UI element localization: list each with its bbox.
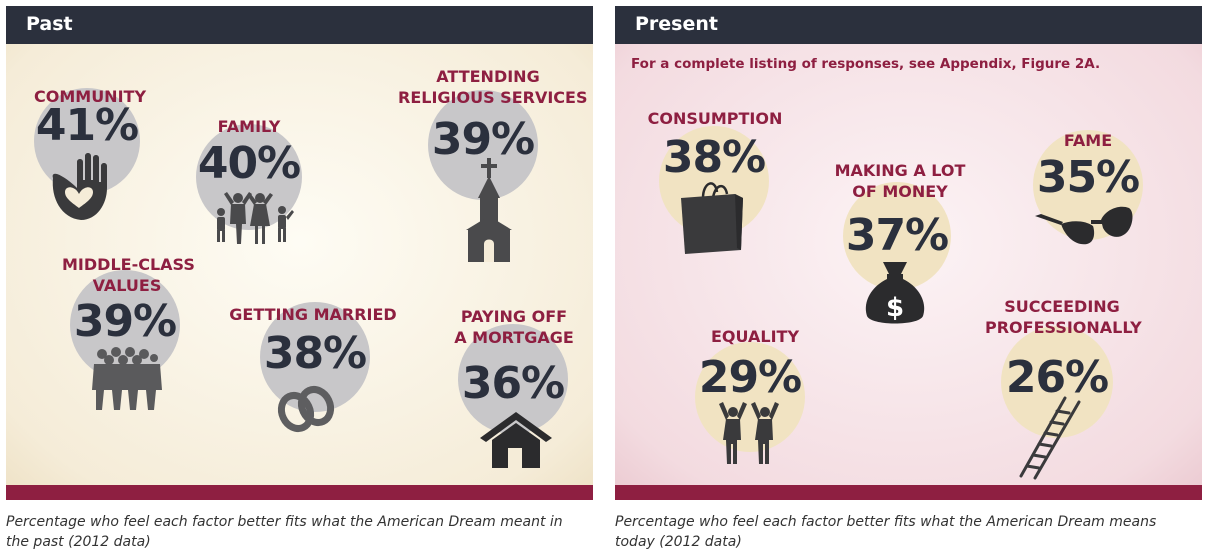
factor-value: 41% — [35, 100, 139, 151]
factor-making-money: MAKING A LOT OF MONEY 37% $ — [833, 160, 973, 330]
factor-label: FAMILY — [217, 117, 281, 136]
past-title: Past — [26, 13, 73, 35]
value-circle — [1001, 326, 1113, 438]
present-caption: Percentage who feel each factor better f… — [615, 514, 1157, 550]
cheering-people-icon — [717, 400, 783, 470]
shopping-bag-icon — [681, 178, 747, 258]
factor-succeeding-professionally: SUCCEEDING PROFESSIONALLY 26% — [985, 296, 1145, 486]
svg-text:$: $ — [886, 293, 904, 323]
appendix-note: For a complete listing of responses, see… — [631, 56, 1101, 72]
factor-value: 29% — [698, 352, 802, 403]
factor-community: COMMUNITY 41% — [34, 86, 194, 236]
present-panel: Present For a complete listing of respon… — [615, 6, 1202, 500]
factor-value: 37% — [845, 210, 949, 261]
factor-label: MAKING A LOT OF MONEY — [834, 161, 966, 201]
ladder-icon — [1019, 396, 1083, 484]
factor-label: COMMUNITY — [34, 87, 147, 106]
factor-value: 38% — [263, 328, 367, 379]
factor-value: 39% — [431, 114, 535, 165]
past-chart-area: COMMUNITY 41% FAMILY 40% — [6, 44, 593, 485]
factor-label: SUCCEEDING PROFESSIONALLY — [985, 297, 1142, 337]
factor-family: FAMILY 40% — [196, 114, 316, 254]
factor-label: PAYING OFF A MORTGAGE — [454, 307, 574, 347]
factor-getting-married: GETTING MARRIED 38% — [228, 302, 398, 442]
past-header: Past — [6, 6, 593, 44]
present-chart-area: For a complete listing of responses, see… — [615, 44, 1202, 485]
factor-label: EQUALITY — [710, 327, 800, 346]
factor-value: 40% — [197, 138, 301, 189]
crowd-icon — [92, 346, 162, 414]
past-caption: Percentage who feel each factor better f… — [6, 514, 563, 550]
present-footer-bar — [615, 485, 1202, 500]
factor-middle-class-values: MIDDLE-CLASS VALUES 39% — [62, 254, 212, 454]
factor-consumption: CONSUMPTION 38% — [643, 108, 793, 258]
value-circle — [428, 90, 538, 200]
factor-religious-services: ATTENDING RELIGIOUS SERVICES 39% — [398, 66, 588, 266]
factor-value: 26% — [1005, 352, 1109, 403]
present-header: Present — [615, 6, 1202, 44]
factor-label: FAME — [1063, 131, 1113, 150]
factor-value: 36% — [461, 358, 565, 409]
money-bag-icon: $ — [863, 260, 927, 332]
family-icon — [212, 190, 298, 250]
past-panel: Past COMMUNITY 41% FAMILY 40% — [6, 6, 593, 500]
house-icon — [480, 412, 552, 472]
factor-label: MIDDLE-CLASS VALUES — [62, 255, 195, 295]
factor-value: 39% — [73, 296, 177, 347]
factor-label: CONSUMPTION — [647, 109, 783, 128]
factor-paying-off-mortgage: PAYING OFF A MORTGAGE 36% — [452, 306, 587, 506]
hands-heart-icon — [49, 152, 111, 228]
factor-label: ATTENDING RELIGIOUS SERVICES — [398, 67, 588, 107]
sunglasses-icon — [1035, 202, 1135, 254]
factor-equality: EQUALITY 29% — [695, 326, 815, 476]
value-circle — [695, 342, 805, 452]
church-icon — [464, 158, 514, 266]
factor-fame: FAME 35% — [1033, 130, 1157, 260]
wedding-rings-icon — [276, 384, 340, 438]
present-title: Present — [635, 13, 718, 35]
past-footer-bar — [6, 485, 593, 500]
value-circle — [260, 302, 370, 412]
factor-value: 35% — [1036, 152, 1140, 203]
factor-label: GETTING MARRIED — [229, 305, 397, 324]
factor-value: 38% — [662, 132, 766, 183]
